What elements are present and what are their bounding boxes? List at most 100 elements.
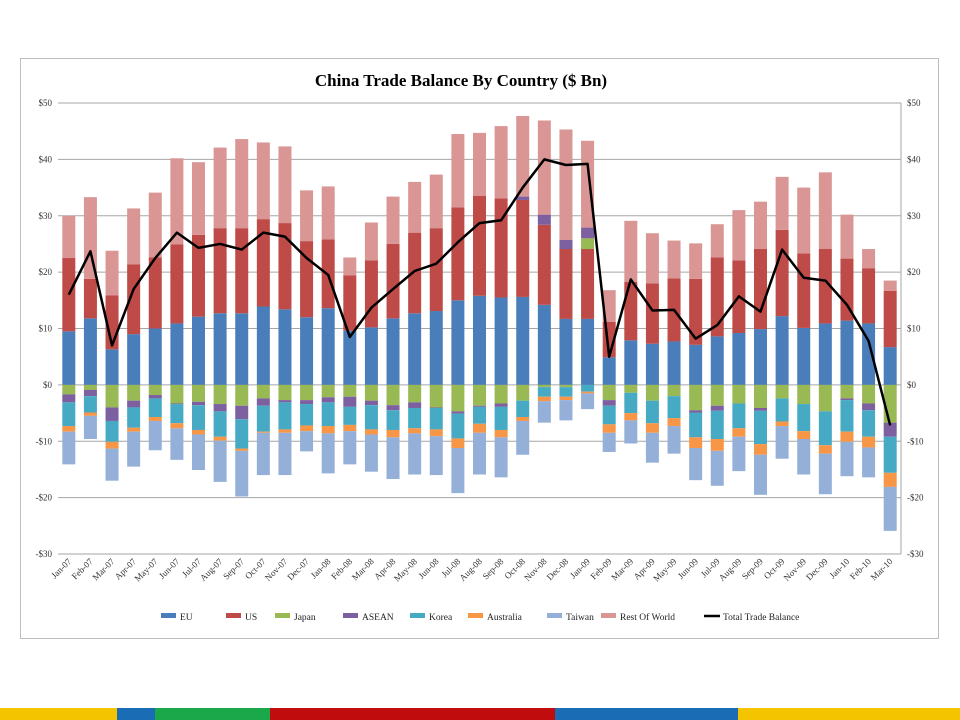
bar-segment-rest-of-world — [645, 233, 659, 284]
legend-swatch-rest-of-world — [601, 613, 616, 618]
bar-segment-korea — [105, 420, 119, 442]
bar-segment-australia — [192, 429, 205, 435]
bar-segment-eu — [581, 318, 595, 385]
bar-segment-korea — [883, 436, 897, 473]
bar-segment-japan — [343, 384, 357, 397]
bar-segment-rest-of-world — [689, 243, 703, 279]
bar-segment-rest-of-world — [775, 176, 789, 230]
bar-segment-eu — [645, 343, 659, 385]
bar-segment-rest-of-world — [473, 132, 486, 197]
bar-segment-japan — [775, 384, 789, 399]
bar-segment-korea — [667, 396, 681, 419]
bar-segment-us — [256, 219, 270, 307]
x-axis-labels: Jan-07Feb-07Mar-07Apr-07May-07Jun-07Jul-… — [49, 556, 895, 584]
bar-segment-taiwan — [624, 420, 638, 444]
y-tick-label-right: $20 — [907, 267, 921, 277]
legend-label-korea: Korea — [429, 613, 453, 623]
bar-segment-taiwan — [300, 431, 314, 452]
bar-segment-korea — [321, 402, 335, 427]
bar-segment-asean — [710, 405, 724, 411]
legend: EU US Japan ASEAN Korea Australia Taiwan Rest O… — [161, 612, 799, 623]
bar-segment-eu — [559, 318, 573, 385]
bar-segment-korea — [386, 410, 400, 430]
bar-segment-rest-of-world — [581, 140, 595, 228]
bar-segment-australia — [105, 441, 119, 449]
bar-segment-us — [192, 234, 205, 317]
bar-segment-eu — [602, 357, 616, 385]
bar-segment-asean — [581, 227, 595, 239]
bar-segment-eu — [883, 347, 897, 385]
bar-segment-us — [862, 268, 876, 324]
bar-segment-eu — [537, 304, 551, 385]
bar-segment-korea — [127, 407, 141, 428]
bar-segment-eu — [516, 296, 530, 385]
bar-segment-asean — [127, 400, 141, 408]
bar-segment-eu — [300, 317, 314, 385]
bar-segment-japan — [754, 384, 767, 408]
bar-segment-australia — [408, 428, 422, 434]
legend-label-eu: EU — [180, 613, 193, 623]
bar-segment-japan — [300, 384, 314, 401]
bar-segment-rest-of-world — [300, 190, 314, 242]
bar-segment-korea — [278, 402, 292, 430]
bar-segment-japan — [494, 384, 508, 404]
bar-segment-australia — [862, 436, 876, 448]
bar-segment-australia — [451, 438, 465, 449]
bar-segment-australia — [473, 423, 486, 433]
bar-segment-korea — [343, 406, 357, 425]
legend-swatch-asean — [343, 613, 358, 618]
bar-segment-asean — [235, 405, 249, 420]
bar-segment-asean — [62, 394, 76, 403]
bar-segment-eu — [862, 323, 876, 385]
bar-segment-korea — [62, 402, 76, 427]
bar-segment-korea — [645, 400, 659, 424]
x-tick-label: Jan-10 — [827, 556, 851, 580]
bar-segment-korea — [83, 396, 97, 413]
bar-segment-australia — [797, 431, 811, 439]
bar-segment-rest-of-world — [818, 172, 832, 250]
bar-segment-taiwan — [473, 432, 486, 475]
y-tick-label-left: $10 — [39, 324, 53, 334]
bar-segment-asean — [516, 196, 530, 200]
bar-segment-taiwan — [689, 448, 703, 481]
bar-segment-taiwan — [451, 448, 465, 494]
bar-segment-japan — [148, 384, 162, 396]
legend-swatch-australia — [468, 613, 483, 618]
bar-segment-asean — [343, 396, 357, 407]
y-tick-label-right: $40 — [907, 154, 921, 164]
bar-segment-us — [797, 253, 811, 328]
x-tick-label: Sep-07 — [221, 556, 246, 581]
bar-segment-us — [710, 257, 724, 337]
bar-segment-taiwan — [127, 431, 141, 467]
bar-segment-taiwan — [148, 420, 162, 451]
bar-segment-asean — [105, 407, 119, 421]
trade-balance-chart: China Trade Balance By Country ($ Bn) $5… — [36, 71, 924, 623]
bar-segment-japan — [818, 384, 832, 412]
bar-segment-taiwan — [408, 433, 422, 475]
footer-stripe-segment — [270, 708, 555, 720]
bar-segment-taiwan — [494, 437, 508, 478]
x-tick-label: Nov-07 — [263, 556, 290, 583]
bar-segment-eu — [408, 313, 422, 385]
bar-segment-australia — [667, 418, 681, 427]
bar-segment-asean — [840, 398, 854, 401]
bar-segment-taiwan — [710, 450, 724, 486]
bar-segment-rest-of-world — [256, 142, 270, 220]
bar-segment-rest-of-world — [754, 201, 767, 250]
bar-segment-taiwan — [235, 450, 249, 497]
left-axis-labels: $50 $40 $30 $20 $10 $0 -$10 -$20 -$30 — [36, 98, 53, 559]
bar-segment-korea — [862, 410, 876, 437]
bar-segment-taiwan — [170, 428, 184, 460]
y-tick-label-left: $40 — [39, 154, 53, 164]
bar-segment-australia — [559, 396, 573, 401]
bar-segment-rest-of-world — [451, 134, 465, 208]
y-tick-label-left: $30 — [39, 211, 53, 221]
bar-segment-japan — [797, 384, 811, 405]
bar-segment-asean — [256, 398, 270, 406]
bar-segment-rest-of-world — [429, 174, 443, 229]
bar-segment-taiwan — [818, 453, 832, 495]
bar-segment-us — [386, 243, 400, 319]
bar-segment-us — [473, 196, 486, 296]
x-tick-label: Sep-08 — [480, 556, 505, 581]
bar-segment-us — [581, 249, 595, 319]
